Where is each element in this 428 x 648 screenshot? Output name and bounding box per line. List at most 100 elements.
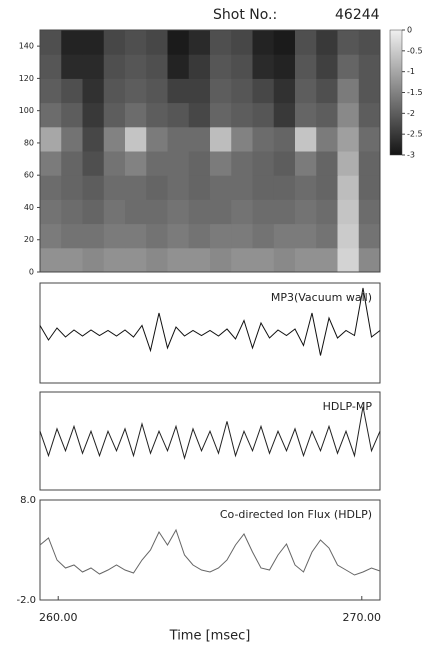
heat-cell [125, 78, 147, 104]
shot-number: 46244 [335, 7, 380, 23]
heat-cell [82, 199, 105, 225]
heat-cell [295, 54, 317, 79]
panel-label: MP3(Vacuum wall) [271, 291, 372, 304]
heat-cell [103, 30, 126, 55]
plot-frame [39, 282, 381, 384]
heat-cell [295, 102, 317, 128]
heat-cell [125, 102, 147, 128]
heat-cell [188, 223, 211, 249]
heat-cell [103, 199, 126, 225]
heat-cell [273, 78, 296, 104]
heat-cell [82, 223, 105, 249]
heat-cell [231, 151, 253, 176]
heat-cell [61, 102, 83, 128]
heat-cell [125, 30, 147, 55]
heat-cell [231, 30, 253, 55]
heat-cell [167, 223, 190, 249]
heat-cell [125, 54, 147, 79]
heat-cell [188, 247, 211, 273]
heat-cell [295, 247, 317, 273]
heat-cell [167, 126, 190, 152]
heat-cell [358, 54, 381, 79]
y-tick-label: 140 [19, 42, 34, 51]
plot-frame [39, 391, 381, 491]
heat-cell [316, 30, 338, 55]
y-tick-label: 120 [19, 74, 34, 83]
heat-cell [358, 126, 381, 152]
heat-cell [125, 223, 147, 249]
heat-cell [231, 78, 253, 104]
heat-cell [125, 199, 147, 225]
heat-cell [210, 102, 232, 128]
heat-cell [231, 126, 253, 152]
heat-cell [61, 78, 83, 104]
heat-cell [61, 151, 83, 176]
heat-cell [82, 78, 105, 104]
heat-cell [210, 30, 232, 55]
heat-cell [146, 54, 168, 79]
heat-cell [82, 102, 105, 128]
heat-cell [252, 151, 275, 176]
heat-cell [125, 247, 147, 273]
heat-cell [167, 78, 190, 104]
colorbar-tick-label: 0 [407, 26, 412, 35]
heat-cell [337, 54, 360, 79]
heat-cell [210, 175, 232, 200]
heat-cell [146, 223, 168, 249]
heat-cell [40, 175, 62, 200]
heat-cell [252, 199, 275, 225]
heat-cell [103, 151, 126, 176]
heat-cell [188, 54, 211, 79]
heat-cell [316, 54, 338, 79]
heat-cell [337, 151, 360, 176]
x-tick-label: 260.00 [39, 611, 78, 624]
heat-cell [167, 30, 190, 55]
colorbar [389, 29, 403, 156]
heat-cell [61, 199, 83, 225]
heat-cell [358, 30, 381, 55]
colorbar-tick-label: -3 [407, 151, 415, 160]
heat-cell [358, 247, 381, 273]
plot-frame [39, 499, 381, 601]
heat-cell [61, 126, 83, 152]
heat-cell [358, 199, 381, 225]
heat-cell [231, 199, 253, 225]
heat-cell [188, 151, 211, 176]
heat-cell [337, 247, 360, 273]
heat-cell [103, 54, 126, 79]
heat-cell [295, 223, 317, 249]
y-tick-label: 80 [24, 138, 34, 147]
heat-cell [252, 30, 275, 55]
heat-cell [316, 102, 338, 128]
y-tick-label: 60 [24, 171, 34, 180]
heat-cell [103, 78, 126, 104]
plot-frame [39, 29, 381, 273]
heat-cell [231, 102, 253, 128]
heat-cell [82, 175, 105, 200]
heat-cell [273, 54, 296, 79]
y-tick-label: 20 [24, 235, 34, 244]
heat-cell [231, 54, 253, 79]
heat-cell [40, 223, 62, 249]
heat-cell [358, 78, 381, 104]
heat-cell [40, 126, 62, 152]
heat-cell [273, 30, 296, 55]
heat-cell [103, 223, 126, 249]
heat-cell [252, 102, 275, 128]
heat-cell [295, 151, 317, 176]
heat-cell [231, 223, 253, 249]
heat-cell [40, 247, 62, 273]
heat-cell [167, 102, 190, 128]
heat-cell [103, 247, 126, 273]
heat-cell [188, 102, 211, 128]
heat-cell [146, 126, 168, 152]
heat-cell [316, 78, 338, 104]
heat-cell [40, 102, 62, 128]
heat-cell [188, 78, 211, 104]
heat-cell [188, 126, 211, 152]
heat-cell [273, 247, 296, 273]
heat-cell [146, 175, 168, 200]
y-tick-label: -2.0 [16, 595, 36, 606]
heat-cell [210, 126, 232, 152]
